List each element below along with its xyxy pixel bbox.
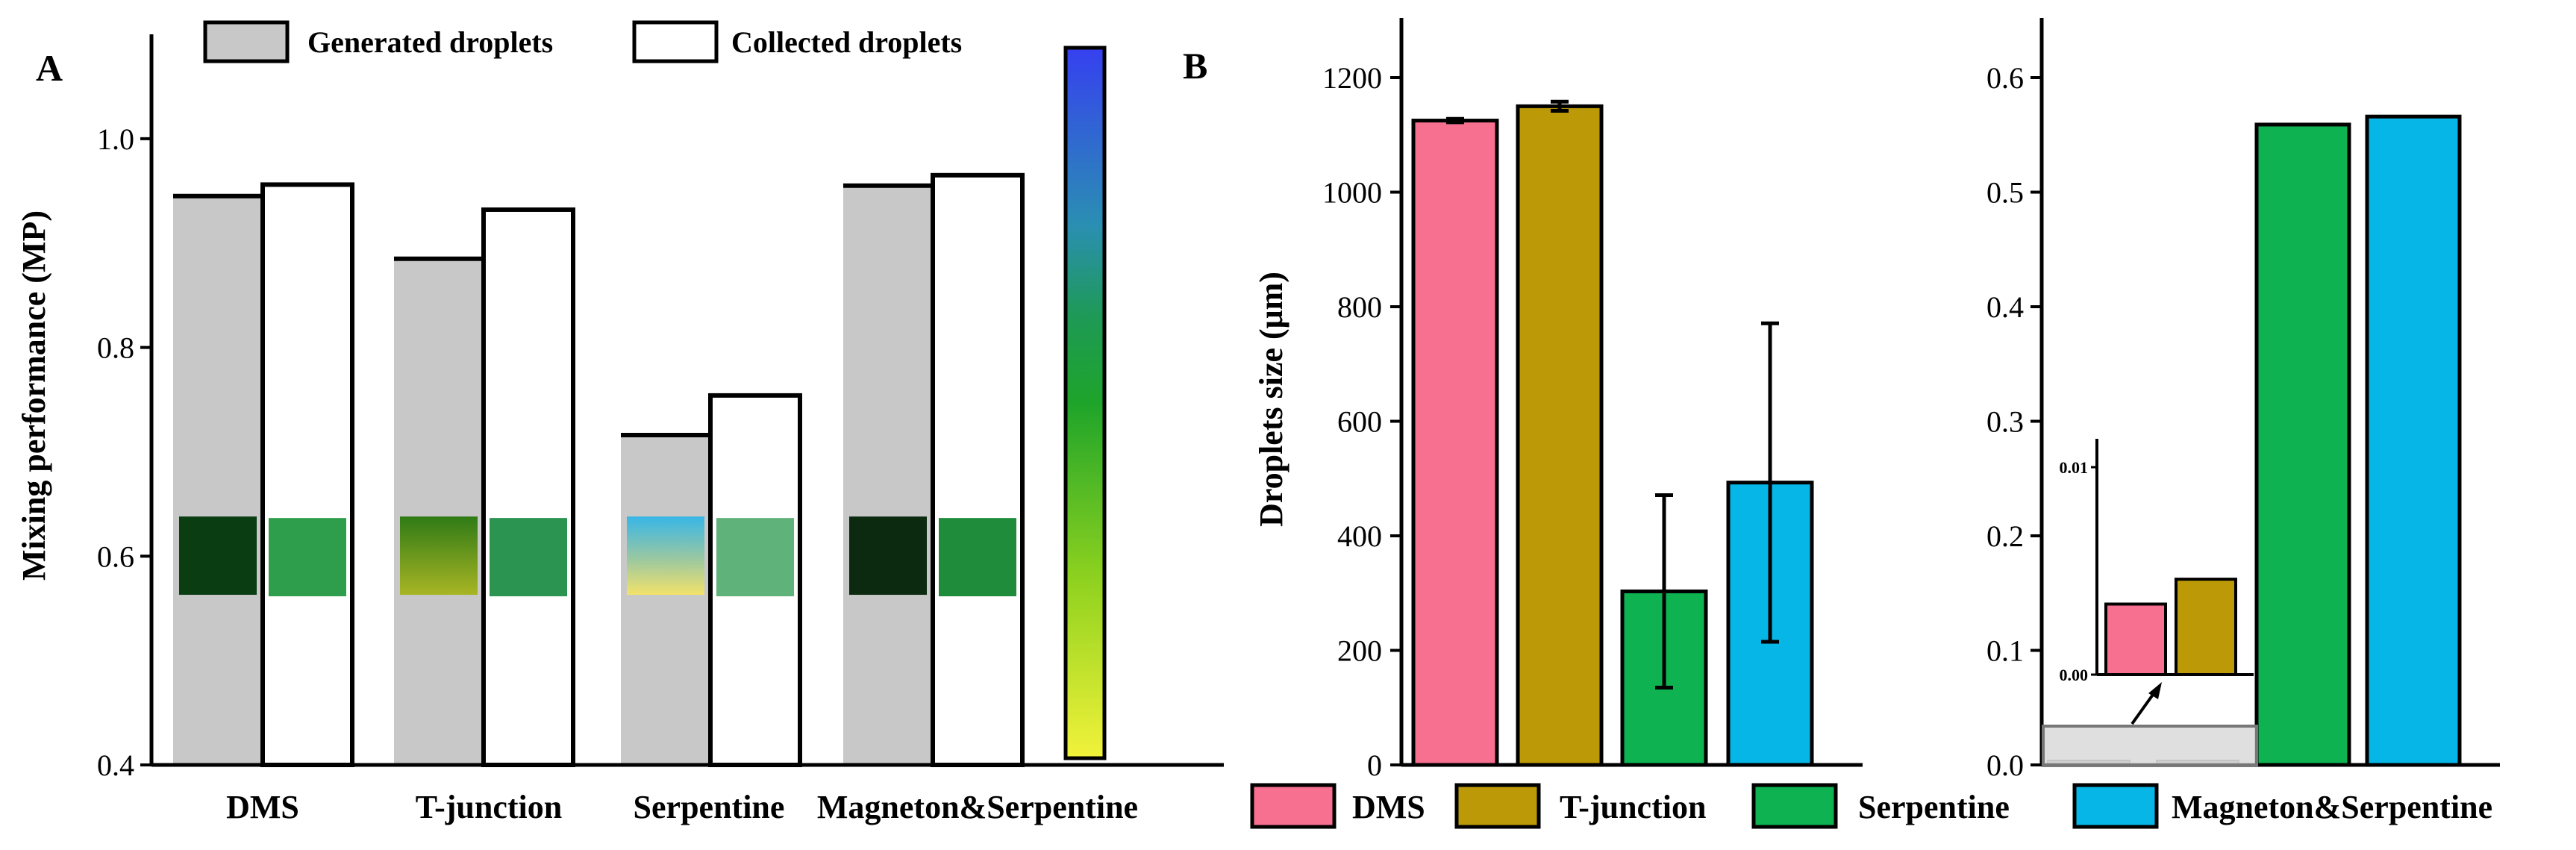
collected-bar-1 [481, 207, 575, 767]
panel-label-a: A [36, 47, 63, 89]
y-tick-label-b-left: 600 [1337, 405, 1382, 439]
bottom-legend: DMS T-junction Serpentine Magneton&Serpe… [1250, 783, 2492, 829]
droplet-swatch-0-0 [179, 516, 257, 596]
droplet-swatch-1-0 [400, 516, 478, 596]
chart-b-left: 0 200 400 600 800 1000 1200 Droplets size (μm) [1253, 18, 1863, 782]
y-tick-label-b-right: 0.3 [1986, 405, 2024, 439]
inset-zoom-box [2042, 725, 2258, 766]
legend-generated-label: Generated droplets [307, 25, 553, 59]
legend-serpentine-swatch [1751, 783, 1838, 829]
droplet-swatch-2-0 [627, 516, 704, 596]
y-tick-label-a: 0.8 [97, 331, 134, 365]
generated-bar-0 [173, 196, 263, 765]
collected-bar-3 [931, 172, 1025, 768]
legend-generated-swatch [203, 20, 290, 63]
y-tick-label-b-right: 0.4 [1986, 290, 2024, 324]
legend-dms-label: DMS [1352, 789, 1425, 825]
y-tick-label-b-right: 0.6 [1986, 61, 2024, 95]
legend-collected-swatch [632, 20, 719, 63]
legend-tjunction-swatch [1454, 783, 1541, 829]
inset-y-tick-label: 0.00 [2060, 666, 2089, 684]
y-axis-label-b-left: Droplets size (μm) [1253, 272, 1289, 527]
x-tick-label-a: T-junction [416, 789, 562, 825]
ratio-bar-3 [2365, 114, 2462, 767]
inset-bar-1 [2175, 578, 2237, 676]
y-tick-label-a: 0.4 [97, 749, 134, 782]
y-axis-label-a: Mixing performance (MP) [16, 210, 52, 581]
collected-bar-0 [260, 182, 354, 767]
legend-dms-swatch [1250, 783, 1337, 829]
inset-chart: 0.00 0.01 [2042, 439, 2258, 766]
legend-magneton-label: Magneton&Serpentine [2172, 789, 2492, 825]
y-tick-label-b-right: 0.1 [1986, 634, 2024, 668]
droplet-swatch-0-1 [269, 518, 346, 597]
ratio-bar-2 [2254, 122, 2351, 767]
x-tick-label-a: Magneton&Serpentine [817, 789, 1138, 825]
y-tick-label-b-left: 200 [1337, 634, 1382, 668]
y-tick-label-b-right: 0.5 [1986, 176, 2024, 210]
chart-b-right: 0.0 0.1 0.2 0.3 0.4 0.5 0.6 0.00 0.01 [1986, 18, 2500, 782]
generated-bar-1 [394, 258, 484, 765]
colorbar [1063, 46, 1107, 760]
generated-bar-2 [621, 435, 710, 765]
y-tick-label-b-right: 0.2 [1986, 519, 2024, 553]
y-tick-label-b-left: 1000 [1322, 176, 1382, 210]
inset-zoom-arrow [2130, 691, 2156, 725]
legend-magneton-swatch [2072, 783, 2159, 829]
droplet-swatch-3-0 [849, 516, 927, 596]
y-tick-label-b-left: 1200 [1322, 61, 1382, 95]
droplet-swatch-1-1 [490, 518, 567, 597]
inset-bar-0 [2104, 602, 2167, 676]
panel-label-b: B [1183, 45, 1207, 87]
y-tick-label-b-right: 0.0 [1986, 749, 2024, 782]
size-bar-1 [1516, 104, 1604, 767]
legend-collected-label: Collected droplets [731, 25, 962, 59]
generated-bar-3 [843, 185, 933, 766]
y-tick-label-b-left: 800 [1337, 290, 1382, 324]
y-tick-label-b-left: 0 [1367, 749, 1382, 782]
y-tick-label-a: 1.0 [97, 122, 134, 156]
droplet-swatch-3-1 [939, 518, 1016, 597]
legend-serpentine-label: Serpentine [1858, 789, 2010, 825]
inset-zoom-arrowhead [2148, 682, 2162, 699]
chart-a: Generated droplets Collected droplets 0.… [16, 20, 1224, 825]
droplet-swatch-2-1 [716, 518, 794, 597]
x-tick-label-a: DMS [226, 789, 299, 825]
legend-tjunction-label: T-junction [1560, 789, 1706, 825]
y-tick-label-a: 0.6 [97, 540, 134, 573]
size-bar-0 [1411, 119, 1499, 767]
x-tick-label-a: Serpentine [634, 789, 785, 825]
inset-y-tick-label: 0.01 [2060, 458, 2089, 477]
y-tick-label-b-left: 400 [1337, 519, 1382, 553]
